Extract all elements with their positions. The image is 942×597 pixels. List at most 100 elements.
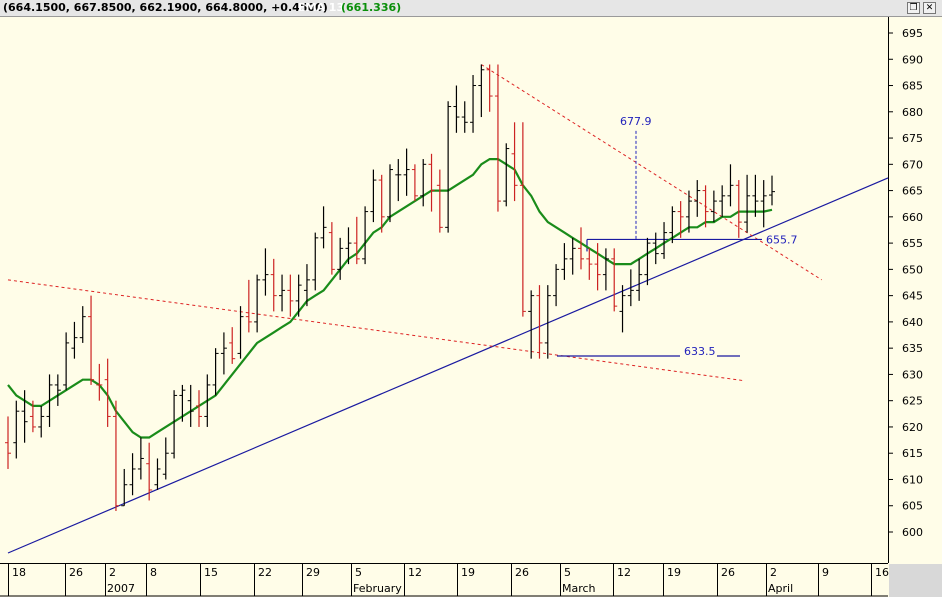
- y-tick-label: 690: [902, 53, 923, 66]
- x-tick-label: 12: [408, 566, 422, 579]
- annotation-label: 677.9: [620, 115, 652, 128]
- ohlc-bar: [528, 290, 535, 359]
- ohlc-bar: [486, 64, 493, 112]
- ohlc-bar: [602, 248, 609, 291]
- ohlc-bar: [769, 175, 775, 206]
- x-tick-label: 2: [770, 566, 777, 579]
- x-tick-label: 15: [204, 566, 218, 579]
- ohlc-bar: [328, 222, 335, 275]
- ohlc-bar: [569, 237, 576, 275]
- x-tick-label: 19: [667, 566, 681, 579]
- ohlc-bar: [146, 442, 153, 501]
- ohlc-bar: [536, 285, 543, 359]
- axis-corner: [889, 564, 942, 597]
- x-tick-label: 12: [617, 566, 631, 579]
- ohlc-bar: [370, 169, 377, 223]
- ohlc-bar: [411, 164, 418, 202]
- ohlc-bar: [677, 201, 684, 238]
- ohlc-bar: [378, 174, 385, 233]
- ohlc-bar: [270, 258, 277, 312]
- ohlc-bar: [245, 279, 252, 333]
- ohlc-bar: [54, 374, 61, 406]
- x-month-label: February: [353, 582, 402, 595]
- ohlc-bar: [387, 164, 393, 223]
- ohlc-bar: [436, 169, 443, 233]
- ohlc-bar: [420, 159, 427, 207]
- annotation-label: 633.5: [684, 345, 716, 358]
- x-tick-label: 29: [306, 566, 320, 579]
- ohlc-bar: [353, 216, 360, 265]
- y-tick-label: 605: [902, 500, 923, 513]
- y-tick-label: 670: [902, 158, 923, 171]
- y-tick-label: 620: [902, 421, 923, 434]
- y-tick-label: 630: [902, 368, 923, 381]
- ohlc-bar: [395, 159, 402, 202]
- y-tick-label: 615: [902, 447, 923, 460]
- y-tick-label: 685: [902, 80, 923, 93]
- ohlc-bar: [760, 180, 767, 228]
- ohlc-bar: [212, 348, 219, 396]
- ohlc-bar: [519, 122, 526, 317]
- ohlc-bar: [303, 264, 310, 307]
- x-tick-label: 8: [150, 566, 157, 579]
- ohlc-bar: [5, 416, 11, 469]
- ohlc-bar: [478, 64, 485, 118]
- ohlc-bar: [179, 384, 186, 422]
- x-tick-label: 26: [69, 566, 83, 579]
- ohlc-bar: [710, 190, 717, 223]
- ohlc-bar: [735, 180, 742, 238]
- ohlc-bar: [511, 122, 518, 202]
- ohlc-bar: [262, 248, 269, 296]
- ohlc-bar: [237, 306, 244, 359]
- ohlc-bar: [719, 185, 726, 217]
- annotation-label: 655.7: [766, 233, 798, 246]
- support-trendline: [7, 177, 889, 554]
- ohlc-bar: [46, 374, 53, 427]
- y-tick-label: 680: [902, 106, 923, 119]
- ohlc-bar: [636, 258, 643, 301]
- x-tick-label: 26: [515, 566, 529, 579]
- ohlc-bar: [685, 190, 692, 233]
- restore-window-icon[interactable]: ❐: [907, 2, 920, 14]
- ohlc-bar: [320, 206, 327, 249]
- x-tick-label: 5: [355, 566, 362, 579]
- x-tick-label: 19: [461, 566, 475, 579]
- y-tick-label: 695: [902, 27, 923, 40]
- y-tick-label: 640: [902, 316, 923, 329]
- ohlc-bar: [171, 390, 178, 459]
- ohlc-bar: [669, 206, 676, 244]
- ohlc-bar: [21, 390, 28, 443]
- ohlc-bar: [561, 243, 568, 280]
- ohlc-bar: [744, 174, 751, 233]
- x-tick-label: 22: [258, 566, 272, 579]
- x-tick-label: 9: [822, 566, 829, 579]
- ohlc-bar: [220, 332, 227, 375]
- ohlc-bar: [88, 295, 95, 385]
- ohlc-bar: [362, 206, 369, 265]
- ohlc-bar: [702, 185, 709, 228]
- ohlc-bar: [627, 269, 634, 307]
- y-tick-label: 610: [902, 473, 923, 486]
- ohlc-bar: [503, 143, 510, 207]
- ohlc-bar: [229, 327, 236, 364]
- ohlc-bar: [586, 248, 593, 280]
- ohlc-bar: [254, 274, 261, 333]
- ohlc-readout: (664.1500, 667.8500, 662.1900, 664.8000,…: [3, 1, 328, 14]
- ohlc-bar: [619, 285, 626, 333]
- chart-header: (664.1500, 667.8500, 662.1900, 664.8000,…: [0, 0, 942, 17]
- close-window-icon[interactable]: ✕: [923, 2, 936, 14]
- ohlc-bar: [96, 363, 103, 401]
- ohlc-bar: [13, 400, 20, 459]
- ohlc-bar: [445, 101, 452, 233]
- ohlc-bar: [752, 174, 759, 217]
- ohlc-bar: [112, 400, 119, 511]
- ohlc-bar: [79, 306, 86, 343]
- x-month-label: April: [768, 582, 793, 595]
- ohlc-bar: [196, 390, 202, 427]
- plot-background: [0, 17, 942, 597]
- x-month-label: March: [562, 582, 596, 595]
- red-dashed-downtrend: [481, 64, 822, 281]
- ohlc-bar: [694, 180, 701, 217]
- ohlc-bar: [461, 101, 468, 133]
